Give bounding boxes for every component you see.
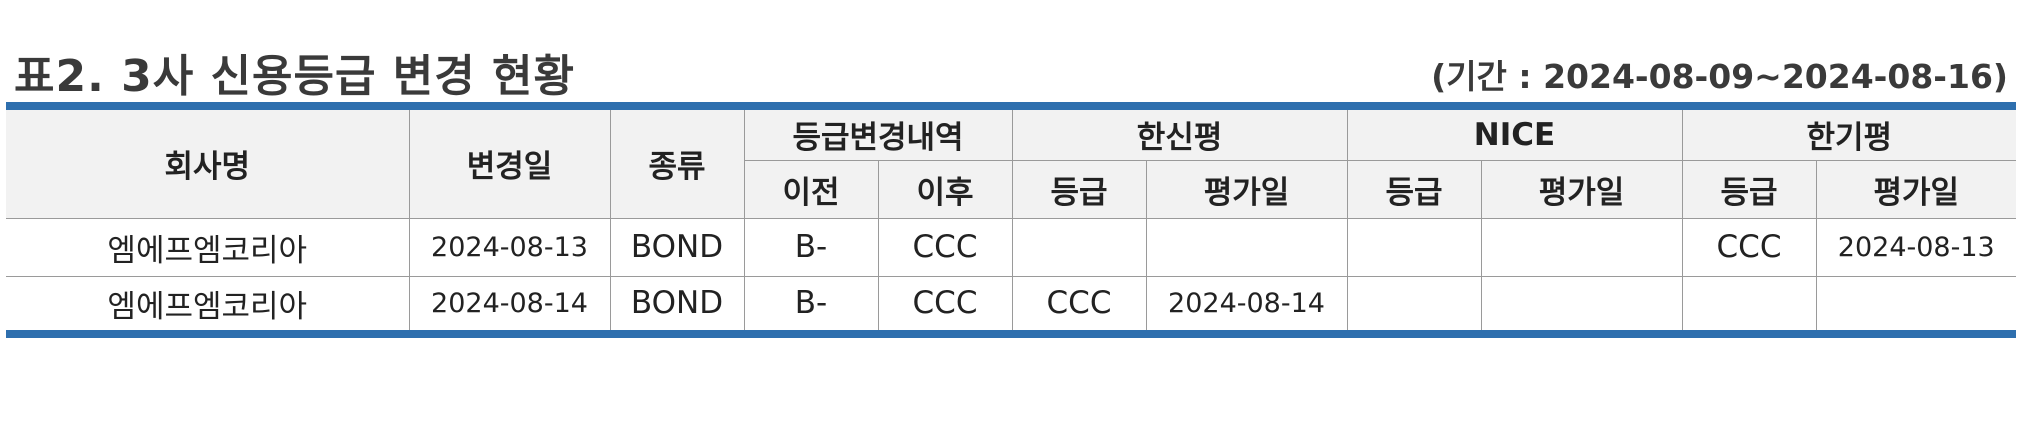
col-header-nice-grade: 등급 [1346, 159, 1482, 219]
cell-kis-grade: CCC [1011, 275, 1147, 334]
col-header-kr: 한기평 [1681, 106, 2016, 161]
cell-nice-date [1480, 275, 1683, 334]
period-label: (기간 : 2024-08-09~2024-08-16) [1431, 57, 2008, 96]
col-header-nice-date: 평가일 [1480, 159, 1683, 219]
col-header-type: 종류 [609, 106, 745, 219]
cell-kr-date [1815, 275, 2016, 334]
cell-nice-date [1480, 217, 1683, 277]
cell-after: CCC [877, 275, 1013, 334]
col-header-kis-grade: 등급 [1011, 159, 1147, 219]
cell-change-date: 2024-08-14 [408, 275, 611, 334]
table-row: 엠에프엠코리아 2024-08-14 BOND B- CCC CCC 2024-… [6, 275, 2016, 334]
col-header-before: 이전 [744, 159, 879, 219]
cell-nice-grade [1346, 275, 1482, 334]
cell-company: 엠에프엠코리아 [6, 275, 410, 334]
cell-type: BOND [609, 275, 745, 334]
cell-change-date: 2024-08-13 [408, 217, 611, 277]
col-header-nice: NICE [1346, 106, 1683, 161]
page-title: 표2. 3사 신용등급 변경 현황 [14, 51, 576, 102]
col-header-change-date: 변경일 [408, 106, 611, 219]
cell-kis-grade [1011, 217, 1147, 277]
col-header-kis-date: 평가일 [1145, 159, 1348, 219]
cell-kr-grade [1681, 275, 1817, 334]
cell-nice-grade [1346, 217, 1482, 277]
cell-before: B- [743, 217, 879, 277]
cell-kr-grade: CCC [1681, 217, 1817, 277]
col-header-grade-change: 등급변경내역 [743, 106, 1013, 161]
cell-kr-date: 2024-08-13 [1815, 217, 2016, 277]
col-header-company: 회사명 [6, 106, 410, 219]
cell-kis-date [1145, 217, 1348, 277]
col-header-kr-date: 평가일 [1815, 159, 2016, 219]
header-row-sub: 이전 이후 등급 평가일 등급 평가일 등급 평가일 [6, 159, 2016, 219]
credit-rating-table: 회사명 변경일 종류 등급변경내역 한신평 NICE 한기평 이전 이후 등급 … [6, 102, 2016, 338]
cell-kis-date: 2024-08-14 [1145, 275, 1348, 334]
col-header-kis: 한신평 [1011, 106, 1348, 161]
cell-after: CCC [877, 217, 1013, 277]
cell-type: BOND [609, 217, 745, 277]
header-row-top: 회사명 변경일 종류 등급변경내역 한신평 NICE 한기평 [6, 106, 2016, 219]
col-header-after: 이후 [877, 159, 1013, 219]
cell-company: 엠에프엠코리아 [6, 217, 410, 277]
col-header-kr-grade: 등급 [1681, 159, 1817, 219]
cell-before: B- [743, 275, 879, 334]
table-row: 엠에프엠코리아 2024-08-13 BOND B- CCC CCC 2024-… [6, 217, 2016, 277]
